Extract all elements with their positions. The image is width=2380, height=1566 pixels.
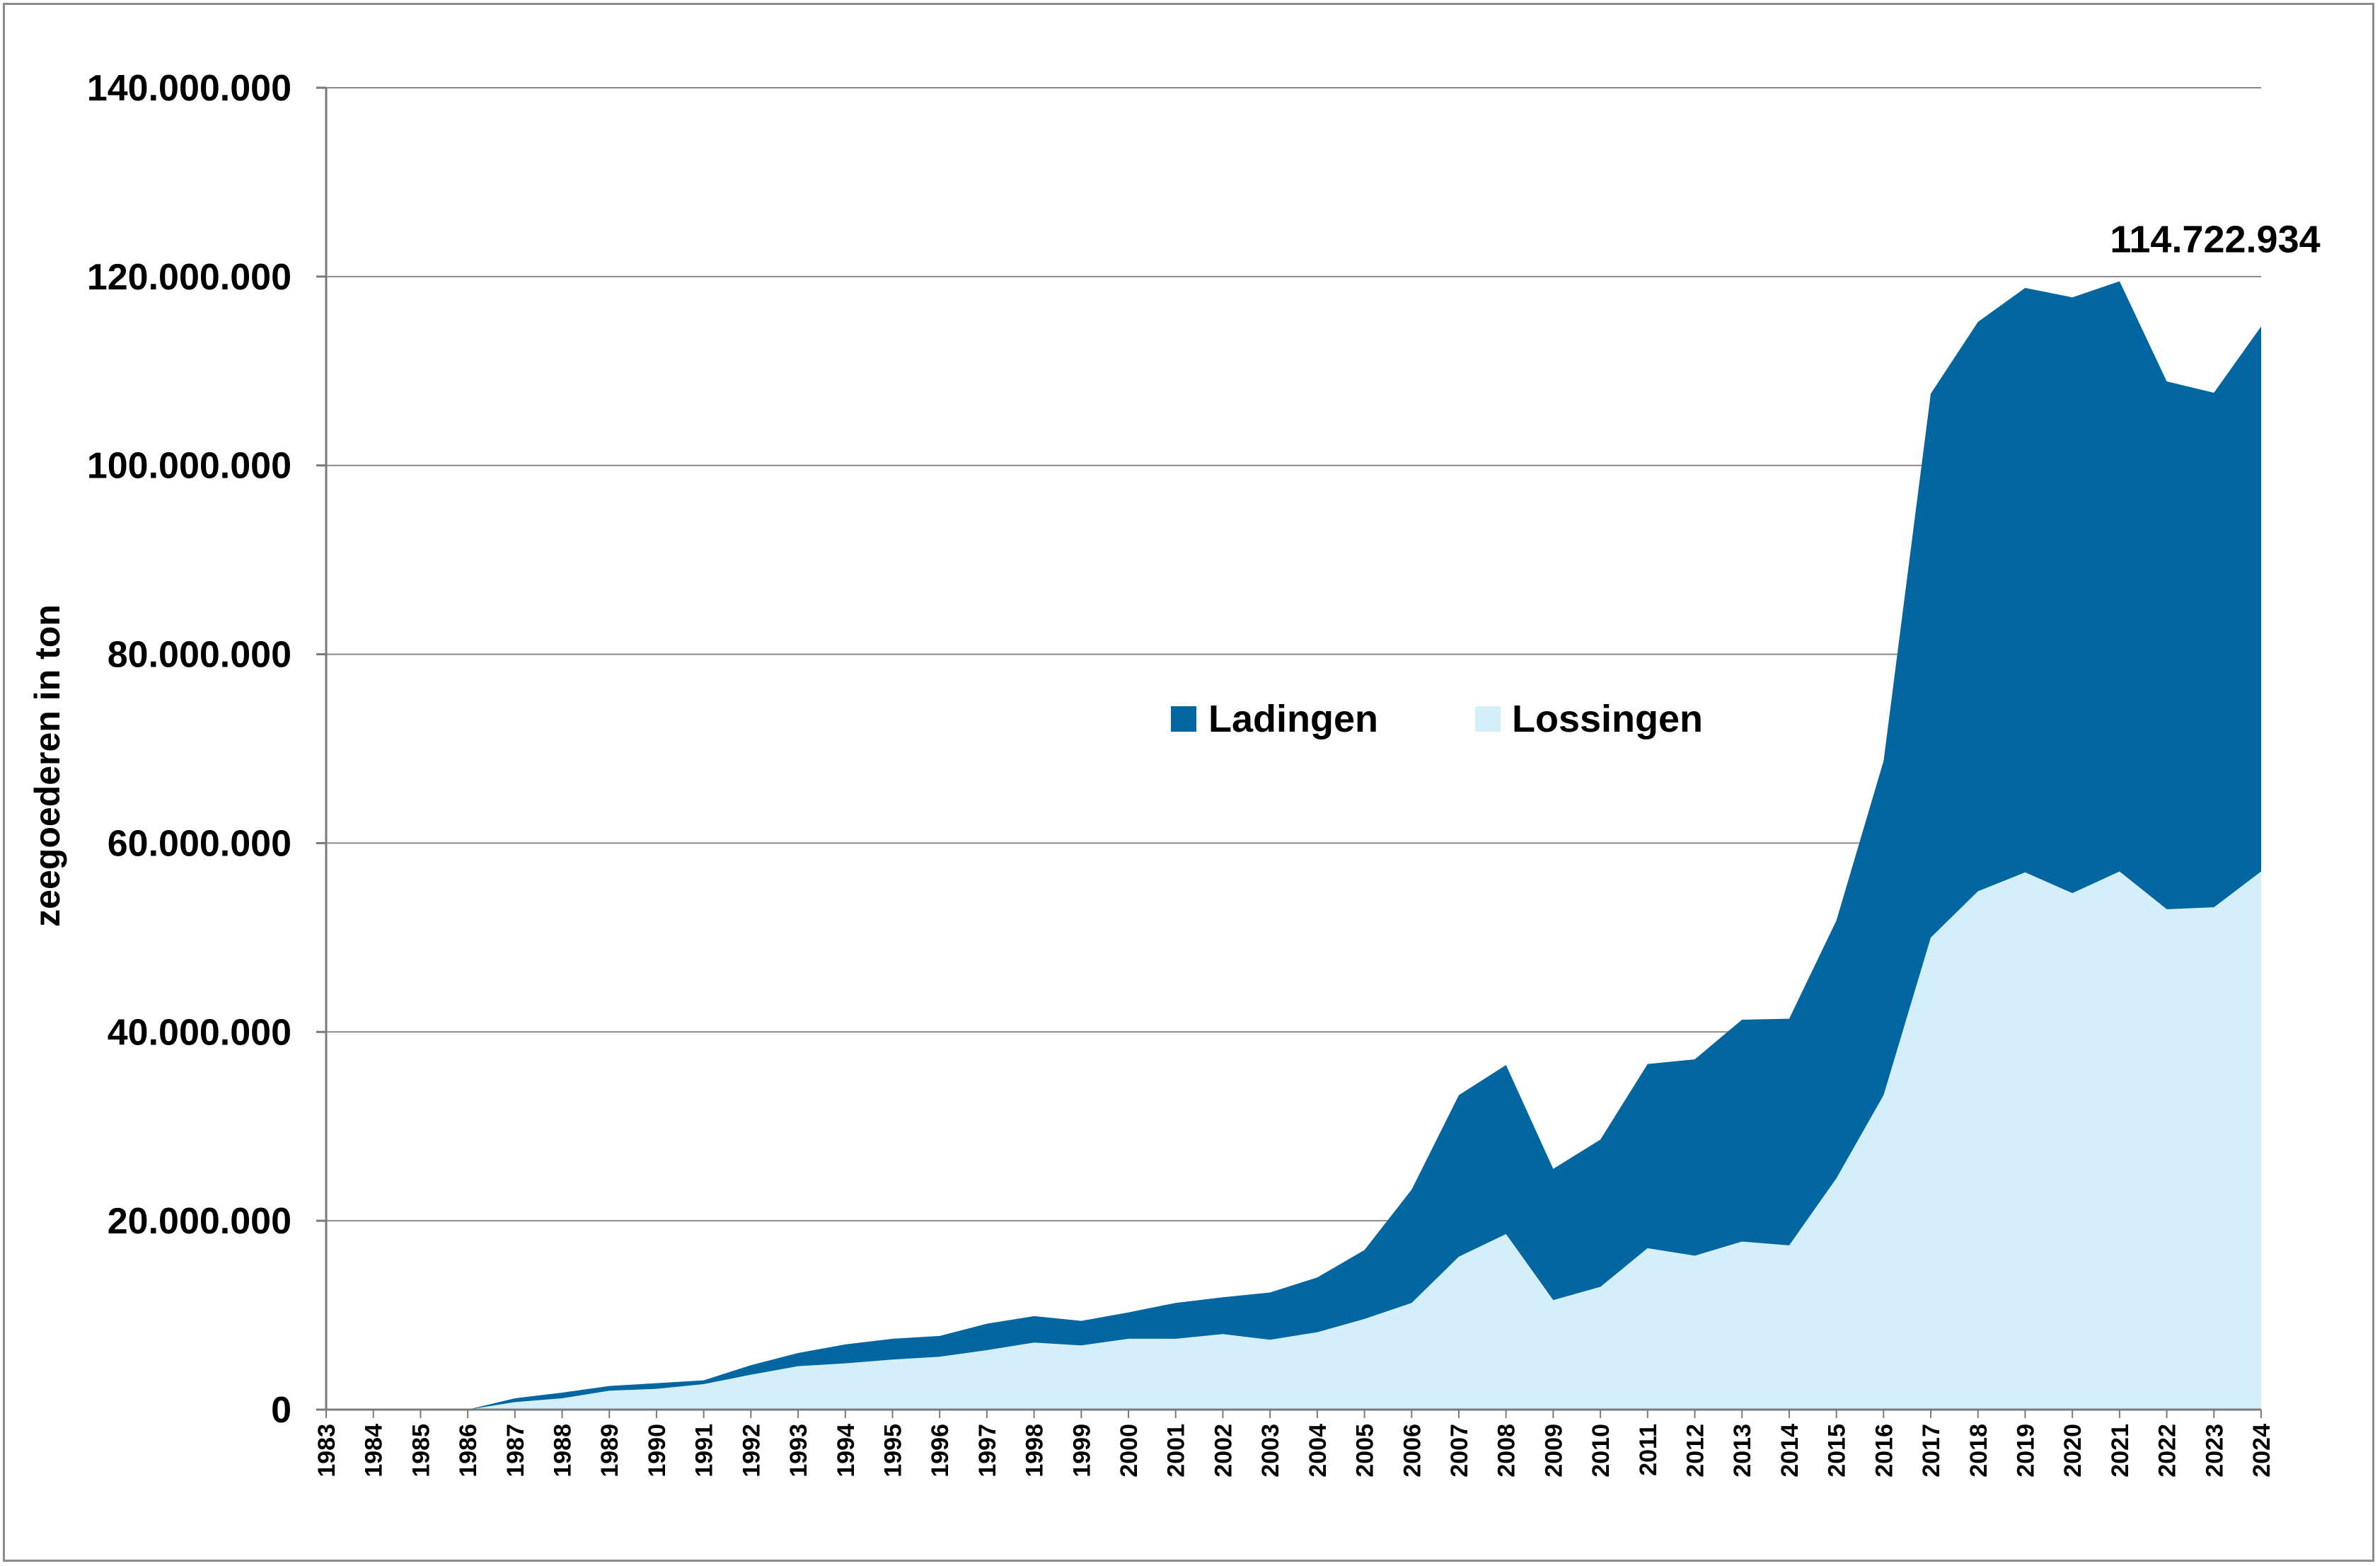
x-tick-label: 2020 (2060, 1424, 2086, 1478)
x-tick-label: 1996 (927, 1424, 954, 1478)
x-tick-label: 2010 (1588, 1424, 1614, 1478)
x-tick-label: 2015 (1824, 1424, 1851, 1478)
x-tick-label: 1988 (550, 1424, 577, 1478)
x-tick-label: 2005 (1352, 1424, 1379, 1478)
x-tick-label: 2018 (1965, 1424, 1992, 1478)
x-tick-label: 2002 (1210, 1424, 1237, 1478)
x-tick-label: 2011 (1635, 1424, 1662, 1476)
legend: Ladingen Lossingen (1171, 698, 1703, 740)
legend-label-lossingen: Lossingen (1512, 698, 1703, 740)
y-tick-label: 40.000.000 (108, 1012, 291, 1053)
x-tick-label: 2012 (1682, 1424, 1709, 1478)
x-tick-label: 2022 (2154, 1424, 2181, 1478)
x-tick-label: 2009 (1540, 1424, 1567, 1478)
x-tick-label: 1990 (644, 1424, 671, 1478)
x-tick-label: 2024 (2248, 1424, 2275, 1478)
x-tick-labels: 1983 1984 1985 1986 1987 1988 1989 1990 1991 1992… (313, 1424, 2275, 1478)
x-tick-label: 2023 (2201, 1424, 2228, 1478)
plot-area (326, 281, 2261, 1410)
x-tick-label: 1994 (833, 1424, 860, 1478)
y-tick-label: 0 (271, 1390, 291, 1431)
area-lossingen (326, 871, 2261, 1410)
x-tick-label: 2004 (1305, 1424, 1331, 1478)
x-tick-label: 2017 (1918, 1424, 1945, 1478)
x-tick-label: 1983 (313, 1424, 340, 1478)
x-tick-label: 1987 (502, 1424, 529, 1478)
legend-swatch-lossingen (1475, 706, 1501, 732)
x-tick-label: 2000 (1116, 1424, 1143, 1478)
x-tick-label: 2021 (2107, 1424, 2134, 1478)
axes (316, 86, 2262, 1418)
x-tick-label: 1985 (408, 1424, 434, 1478)
x-tick-label: 2008 (1494, 1424, 1520, 1478)
y-tick-label: 120.000.000 (87, 257, 291, 298)
y-tick-label: 20.000.000 (108, 1201, 291, 1242)
y-tick-label: 60.000.000 (108, 823, 291, 864)
x-tick-label: 1984 (361, 1424, 388, 1478)
x-tick-label: 1991 (691, 1424, 718, 1478)
x-tick-label: 1999 (1068, 1424, 1095, 1478)
x-tick-label: 1995 (879, 1424, 906, 1478)
legend-swatch-ladingen (1171, 706, 1196, 732)
y-tick-label: 80.000.000 (108, 635, 291, 676)
y-tick-labels: 0 20.000.000 40.000.000 60.000.000 80.000.00… (87, 68, 291, 1431)
x-tick-label: 1998 (1022, 1424, 1049, 1478)
x-tick-label: 2019 (2012, 1424, 2039, 1478)
area-ladingen (326, 281, 2261, 1410)
x-tick-label: 1989 (596, 1424, 623, 1478)
x-tick-label: 2007 (1446, 1424, 1473, 1478)
x-tick-label: 1993 (785, 1424, 812, 1478)
x-tick-label: 1992 (738, 1424, 765, 1478)
total-annotation: 114.722.934 (2110, 218, 2320, 260)
y-tick-label: 140.000.000 (87, 68, 291, 109)
x-tick-label: 2001 (1163, 1424, 1190, 1478)
x-tick-label: 2014 (1777, 1424, 1803, 1478)
y-axis-title: zeegoederen in ton (28, 604, 67, 927)
x-tick-label: 1986 (455, 1424, 482, 1478)
x-tick-label: 2003 (1257, 1424, 1284, 1478)
x-tick-label: 1997 (974, 1424, 1001, 1478)
x-tick-label: 2013 (1729, 1424, 1756, 1478)
x-tick-label: 2016 (1871, 1424, 1897, 1478)
x-tick-label: 2006 (1399, 1424, 1426, 1478)
y-tick-label: 100.000.000 (87, 446, 291, 487)
legend-label-ladingen: Ladingen (1208, 698, 1378, 740)
